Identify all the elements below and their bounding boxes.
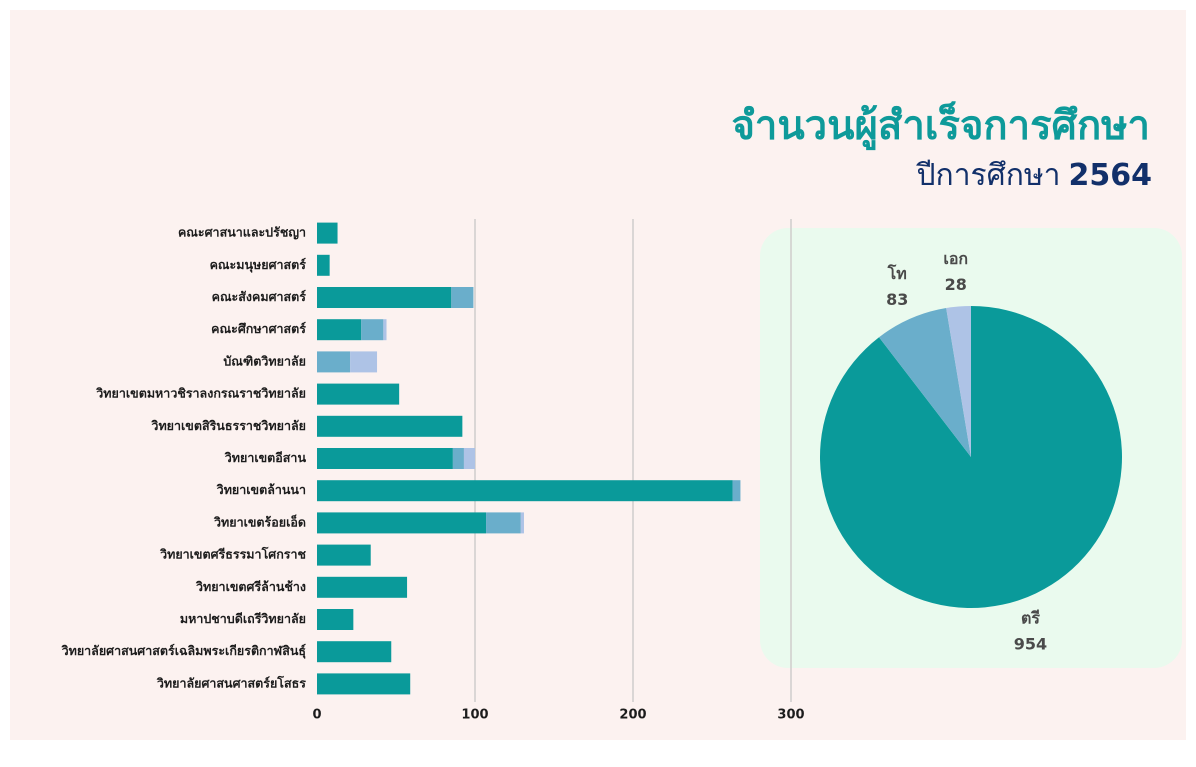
category-label: วิทยาเขตอีสาน	[224, 450, 307, 465]
subtitle: ปีการศึกษา 2564	[916, 158, 1152, 193]
category-label: วิทยาเขตล้านนา	[216, 482, 306, 497]
bar-segment	[317, 448, 453, 469]
x-tick-label: 300	[777, 708, 804, 723]
pie-value-label: 28	[945, 275, 967, 294]
bar-segment	[317, 222, 338, 244]
title: จำนวนผู้สำเร็จการศึกษา	[731, 100, 1150, 150]
year: 2564	[1069, 158, 1153, 193]
bar-segment	[463, 448, 475, 469]
subtitle-text: ปีการศึกษา	[916, 158, 1061, 193]
category-label: คณะศึกษาศาสตร์	[211, 321, 306, 336]
bar-segment	[317, 319, 362, 341]
bar-segment	[317, 641, 392, 663]
pie-category-label: ตรี	[1021, 609, 1040, 628]
x-tick-label: 200	[619, 708, 646, 723]
pie-category-label: เอก	[943, 249, 968, 268]
x-tick-label: 0	[312, 708, 321, 723]
bar-segment	[520, 512, 524, 534]
bar-segment	[317, 609, 354, 630]
bar-segment	[317, 383, 400, 405]
pie-category-label: โท	[887, 263, 907, 283]
bar-segment	[317, 287, 452, 308]
bar-segment	[317, 480, 733, 502]
pie-slice	[946, 306, 971, 457]
bar-segment	[383, 319, 387, 341]
x-tick-label: 100	[461, 708, 488, 723]
bar-segment	[451, 287, 474, 308]
bar-segment	[732, 480, 741, 502]
bar-segment	[350, 351, 378, 373]
bar-segment	[317, 576, 408, 598]
category-label: วิทยาเขตศรีล้านช้าง	[195, 579, 306, 594]
pie-value-label: 83	[886, 290, 908, 309]
category-label: วิทยาลัยศาสนศาสตร์ยโสธร	[156, 675, 306, 690]
pie-slice	[879, 308, 971, 457]
category-label: คณะมนุษยศาสตร์	[210, 257, 307, 273]
bar-segment	[317, 351, 351, 373]
bar-segment	[317, 254, 330, 276]
bar-segment	[452, 448, 464, 469]
bar-segment	[317, 544, 371, 566]
bar-segment	[361, 319, 384, 341]
bar-segment	[317, 512, 487, 534]
category-label: วิทยาเขตสิรินธรราชวิทยาลัย	[150, 418, 306, 433]
category-label: คณะสังคมศาสตร์	[212, 289, 307, 304]
category-label: วิทยาเขตมหาวชิราลงกรณราชวิทยาลัย	[95, 386, 306, 401]
pie-value-label: 954	[1014, 635, 1047, 654]
bar-segment	[317, 673, 411, 695]
category-label: วิทยาเขตศรีธรรมาโศกราช	[159, 547, 306, 562]
category-label: วิทยาลัยศาสนศาสตร์เฉลิมพระเกียรติกาฬสินธ…	[61, 643, 306, 659]
category-label: มหาปชาบดีเถรีวิทยาลัย	[180, 611, 306, 626]
category-label: บัณฑิตวิทยาลัย	[223, 353, 306, 368]
bar-segment	[486, 512, 521, 534]
category-label: วิทยาเขตร้อยเอ็ด	[213, 514, 306, 529]
bar-segment	[317, 415, 463, 437]
category-label: คณะศาสนาและปรัชญา	[178, 225, 306, 240]
